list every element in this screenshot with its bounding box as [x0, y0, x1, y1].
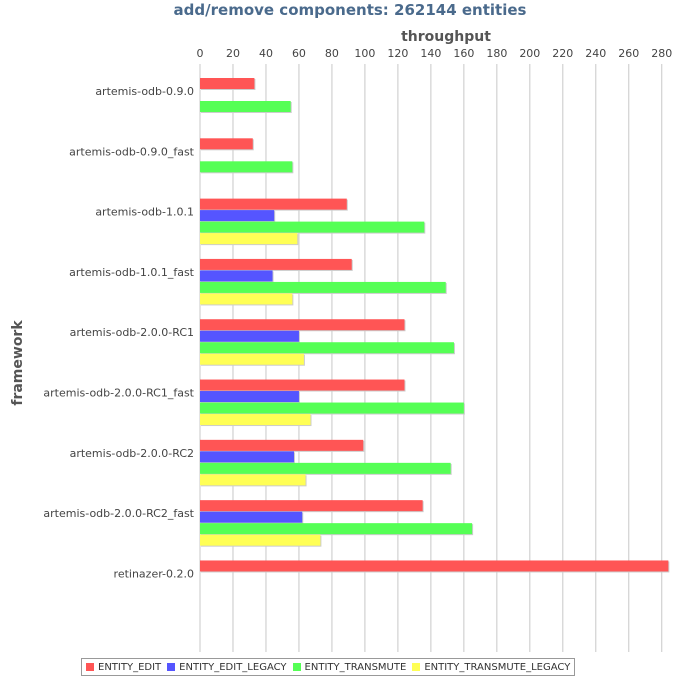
legend-item: ENTITY_EDIT_LEGACY [167, 661, 287, 673]
chart-title: add/remove components: 262144 entities [173, 1, 527, 19]
legend-item: ENTITY_EDIT [86, 662, 161, 673]
x-tick-label: 200 [519, 47, 540, 60]
legend-item: ENTITY_TRANSMUTE_LEGACY [412, 662, 570, 673]
x-tick-label: 240 [585, 47, 606, 60]
legend-label: ENTITY_EDIT_LEGACY [179, 661, 287, 673]
bar [200, 511, 303, 523]
bars [200, 78, 670, 573]
bar [200, 293, 293, 305]
x-tick-labels: 0 20 40 60 80 100 120 140 160 180 200 220 240 260 280 [197, 47, 673, 60]
bar [200, 500, 423, 512]
legend-label: ENTITY_EDIT [98, 661, 162, 673]
legend-swatch [167, 663, 176, 671]
bar [200, 451, 294, 463]
bar [200, 221, 425, 233]
x-tick-label: 60 [292, 47, 306, 60]
bar [200, 330, 299, 342]
x-tick-label: 180 [486, 47, 507, 60]
category-label: artemis-odb-2.0.0-RC2 [70, 447, 194, 460]
x-tick-label: 280 [651, 47, 672, 60]
bar [200, 233, 298, 245]
bar [200, 210, 275, 222]
bar [200, 161, 293, 173]
category-label: artemis-odb-2.0.0-RC1 [70, 326, 194, 339]
category-label: retinazer-0.2.0 [114, 567, 194, 580]
legend: ENTITY_EDIT ENTITY_EDIT_LEGACY ENTITY_TRAN… [81, 658, 576, 676]
bar [200, 353, 304, 365]
x-tick-label: 100 [354, 47, 375, 60]
x-tick-label: 160 [453, 47, 474, 60]
legend-swatch [86, 663, 94, 671]
legend-swatch [292, 663, 301, 671]
x-tick-label: 40 [259, 47, 273, 60]
y-axis-label: framework [10, 320, 26, 406]
x-tick-label: 120 [387, 47, 408, 60]
category-label: artemis-odb-2.0.0-RC2_fast [43, 507, 194, 520]
legend-item: ENTITY_TRANSMUTE [292, 661, 407, 673]
category-label: artemis-odb-0.9.0 [95, 85, 194, 98]
bar [200, 439, 364, 451]
bar [200, 391, 299, 403]
category-labels: artemis-odb-0.9.0 artemis-odb-0.9.0_fasta… [43, 85, 194, 580]
x-tick-label: 20 [226, 47, 240, 60]
bar [200, 319, 405, 331]
x-tick-label: 80 [325, 47, 339, 60]
bar [200, 534, 321, 546]
bar [200, 342, 454, 354]
bar [200, 101, 291, 112]
category-label: artemis-odb-1.0.1 [95, 206, 194, 219]
bar [200, 379, 405, 391]
legend-label: ENTITY_TRANSMUTE [304, 661, 407, 673]
category-label: artemis-odb-2.0.0-RC1_fast [43, 387, 194, 400]
bar [200, 462, 451, 474]
bar [200, 414, 311, 426]
bar [200, 281, 446, 293]
bar [200, 523, 473, 535]
x-tick-label: 220 [552, 47, 573, 60]
bar [200, 402, 464, 414]
bar [200, 270, 273, 282]
x-tick-label: 260 [618, 47, 639, 60]
legend-label: ENTITY_TRANSMUTE_LEGACY [424, 661, 571, 673]
category-label: artemis-odb-0.9.0_fast [69, 145, 195, 158]
bar [200, 474, 306, 486]
bar [200, 198, 347, 210]
x-tick-label: 0 [197, 47, 204, 60]
bar [200, 258, 352, 270]
legend-swatch [412, 663, 421, 671]
x-axis-label: throughput [401, 29, 491, 45]
x-tick-label: 140 [420, 47, 441, 60]
bar [200, 78, 255, 89]
bar [200, 560, 669, 572]
category-label: artemis-odb-1.0.1_fast [69, 266, 195, 279]
bar [200, 138, 253, 150]
